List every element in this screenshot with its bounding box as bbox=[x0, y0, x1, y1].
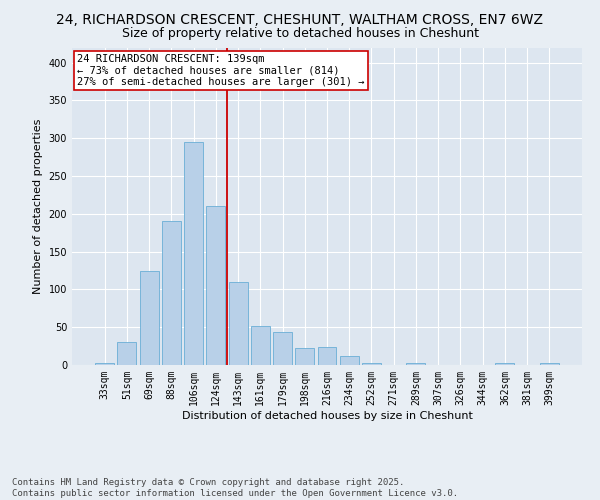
Bar bbox=[162, 222, 181, 365]
Text: Contains HM Land Registry data © Crown copyright and database right 2025.
Contai: Contains HM Land Registry data © Crown c… bbox=[12, 478, 458, 498]
Text: 24 RICHARDSON CRESCENT: 139sqm
← 73% of detached houses are smaller (814)
27% of: 24 RICHARDSON CRESCENT: 139sqm ← 73% of … bbox=[77, 54, 365, 87]
Bar bbox=[273, 332, 292, 365]
Bar bbox=[229, 282, 248, 365]
Bar bbox=[496, 362, 514, 365]
Bar bbox=[295, 348, 314, 365]
Bar bbox=[118, 342, 136, 365]
Y-axis label: Number of detached properties: Number of detached properties bbox=[33, 118, 43, 294]
Bar bbox=[184, 142, 203, 365]
Bar bbox=[95, 362, 114, 365]
Bar bbox=[206, 206, 225, 365]
Bar bbox=[406, 362, 425, 365]
Bar bbox=[251, 326, 270, 365]
Bar bbox=[340, 356, 359, 365]
Text: 24, RICHARDSON CRESCENT, CHESHUNT, WALTHAM CROSS, EN7 6WZ: 24, RICHARDSON CRESCENT, CHESHUNT, WALTH… bbox=[56, 12, 544, 26]
Text: Size of property relative to detached houses in Cheshunt: Size of property relative to detached ho… bbox=[121, 28, 479, 40]
Bar bbox=[362, 362, 381, 365]
X-axis label: Distribution of detached houses by size in Cheshunt: Distribution of detached houses by size … bbox=[182, 410, 472, 420]
Bar bbox=[140, 270, 158, 365]
Bar bbox=[540, 362, 559, 365]
Bar bbox=[317, 347, 337, 365]
